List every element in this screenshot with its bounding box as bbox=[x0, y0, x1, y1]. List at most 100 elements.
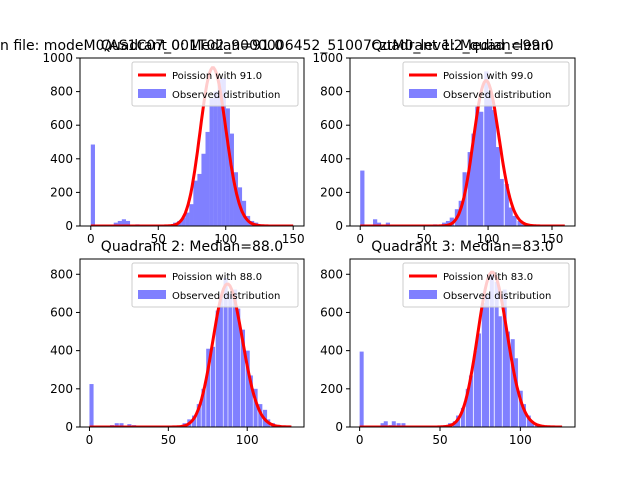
histogram-bar bbox=[233, 172, 239, 226]
histogram-bar bbox=[396, 423, 401, 427]
histogram-bar bbox=[481, 302, 486, 427]
histogram-bar bbox=[485, 295, 490, 427]
y-tick-label: 0 bbox=[335, 420, 343, 434]
y-tick-label: 400 bbox=[50, 152, 73, 166]
histogram-bar bbox=[391, 421, 396, 427]
histogram-bar bbox=[517, 220, 522, 226]
x-tick-label: 0 bbox=[356, 232, 364, 246]
legend-observed-label: Observed distribution bbox=[172, 291, 280, 302]
histogram-bar bbox=[90, 144, 95, 226]
y-tick-label: 600 bbox=[320, 305, 343, 319]
histogram-bar bbox=[499, 178, 504, 226]
x-tick-label: 100 bbox=[214, 232, 237, 246]
histogram-bar bbox=[530, 421, 535, 427]
histogram-bar bbox=[383, 421, 388, 427]
histogram-bar bbox=[185, 212, 190, 226]
y-tick-label: 200 bbox=[320, 185, 343, 199]
histogram-bar bbox=[458, 200, 463, 226]
histogram-bar bbox=[401, 423, 406, 427]
y-tick-label: 800 bbox=[50, 85, 73, 99]
histogram-bar bbox=[521, 224, 526, 226]
histogram-bar bbox=[225, 108, 230, 226]
histogram-bar bbox=[201, 388, 206, 427]
axes-frame bbox=[349, 57, 576, 227]
histogram-bar bbox=[494, 281, 499, 427]
axes-frame bbox=[349, 258, 576, 428]
histogram-bar bbox=[121, 219, 127, 226]
axes-frame bbox=[79, 258, 305, 428]
x-tick-label: 50 bbox=[151, 232, 166, 246]
histogram-bar bbox=[125, 220, 131, 226]
y-tick-label: 800 bbox=[50, 267, 73, 281]
y-tick-label: 0 bbox=[65, 420, 73, 434]
histogram-bar bbox=[495, 147, 500, 226]
histogram-bar bbox=[197, 173, 202, 226]
x-tick-label: 100 bbox=[509, 433, 532, 447]
histogram-bar bbox=[360, 170, 365, 226]
histogram-bar bbox=[488, 91, 493, 226]
histogram-bars bbox=[359, 274, 543, 427]
histogram-bar bbox=[513, 358, 518, 427]
histogram-bar bbox=[205, 131, 210, 226]
histogram-bar bbox=[473, 350, 478, 427]
histogram-bar bbox=[196, 404, 201, 427]
histogram-bar bbox=[505, 331, 510, 427]
y-tick-label: 400 bbox=[50, 344, 73, 358]
histogram-bar bbox=[228, 293, 233, 427]
legend-poisson-label: Poission with 99.0 bbox=[443, 71, 533, 82]
legend-box bbox=[131, 61, 299, 107]
quadrant-1-panel: 0 50 100 150 0 200 400 600 800 1000 Quadrant 1: Me… bbox=[312, 38, 576, 246]
histogram-bars bbox=[360, 71, 530, 226]
y-tick-label: 200 bbox=[50, 382, 73, 396]
histogram-bar bbox=[504, 184, 509, 226]
histogram-bar bbox=[502, 289, 507, 427]
quadrant-3-panel: 0 50 100 0 200 400 600 800 Quadrant 3: Median=83… bbox=[320, 239, 576, 447]
histogram-bar bbox=[215, 310, 220, 427]
histogram-bar bbox=[236, 308, 241, 427]
legend-observed-swatch bbox=[409, 89, 437, 98]
histogram-bar bbox=[221, 78, 226, 226]
y-tick-label: 800 bbox=[320, 267, 343, 281]
histogram-bar bbox=[497, 316, 502, 427]
x-tick-label: 0 bbox=[86, 433, 94, 447]
y-tick-label: 400 bbox=[320, 152, 343, 166]
y-tick-label: 400 bbox=[320, 344, 343, 358]
histogram-bar bbox=[521, 404, 526, 427]
histogram-bar bbox=[245, 350, 250, 427]
axes-frame bbox=[79, 57, 305, 227]
histogram-bar bbox=[114, 423, 119, 427]
histogram-bar bbox=[359, 351, 364, 427]
x-tick-label: 50 bbox=[417, 232, 432, 246]
histogram-bar bbox=[476, 333, 481, 427]
legend-observed-label: Observed distribution bbox=[443, 291, 551, 302]
histogram-bar bbox=[484, 71, 489, 226]
histogram-bar bbox=[201, 153, 206, 226]
legend-poisson-label: Poission with 83.0 bbox=[443, 272, 533, 283]
histogram-bar bbox=[210, 346, 216, 427]
x-tick-label: 0 bbox=[87, 232, 95, 246]
histogram-bar bbox=[209, 98, 214, 226]
histogram-bar bbox=[248, 375, 253, 427]
legend-box bbox=[402, 61, 570, 107]
histogram-bar bbox=[475, 106, 480, 226]
histogram-bar bbox=[385, 222, 391, 226]
quadrant-title: Quadrant 2: Median=88.0 bbox=[101, 239, 283, 255]
x-tick-label: 150 bbox=[282, 232, 305, 246]
histogram-bar bbox=[373, 219, 378, 226]
legend-poisson-label: Poission with 91.0 bbox=[172, 71, 262, 82]
y-tick-label: 1000 bbox=[42, 51, 73, 65]
histogram-bar bbox=[192, 415, 197, 427]
histogram-bar bbox=[233, 289, 238, 427]
x-tick-label: 50 bbox=[432, 433, 447, 447]
legend-observed-label: Observed distribution bbox=[443, 90, 551, 101]
quadrant-title: Quadrant 0: Median=91.0 bbox=[101, 38, 283, 54]
histogram-bar bbox=[119, 423, 124, 427]
poisson-curve bbox=[360, 79, 565, 226]
quadrant-0-panel: 0 50 100 150 0 200 400 600 800 1000 Quadrant 0: Me… bbox=[42, 38, 304, 246]
y-tick-label: 0 bbox=[335, 219, 343, 233]
legend-poisson-label: Poission with 88.0 bbox=[172, 272, 262, 283]
x-tick-label: 50 bbox=[161, 433, 176, 447]
histogram-bar bbox=[489, 274, 494, 427]
histogram-bar bbox=[217, 79, 222, 226]
